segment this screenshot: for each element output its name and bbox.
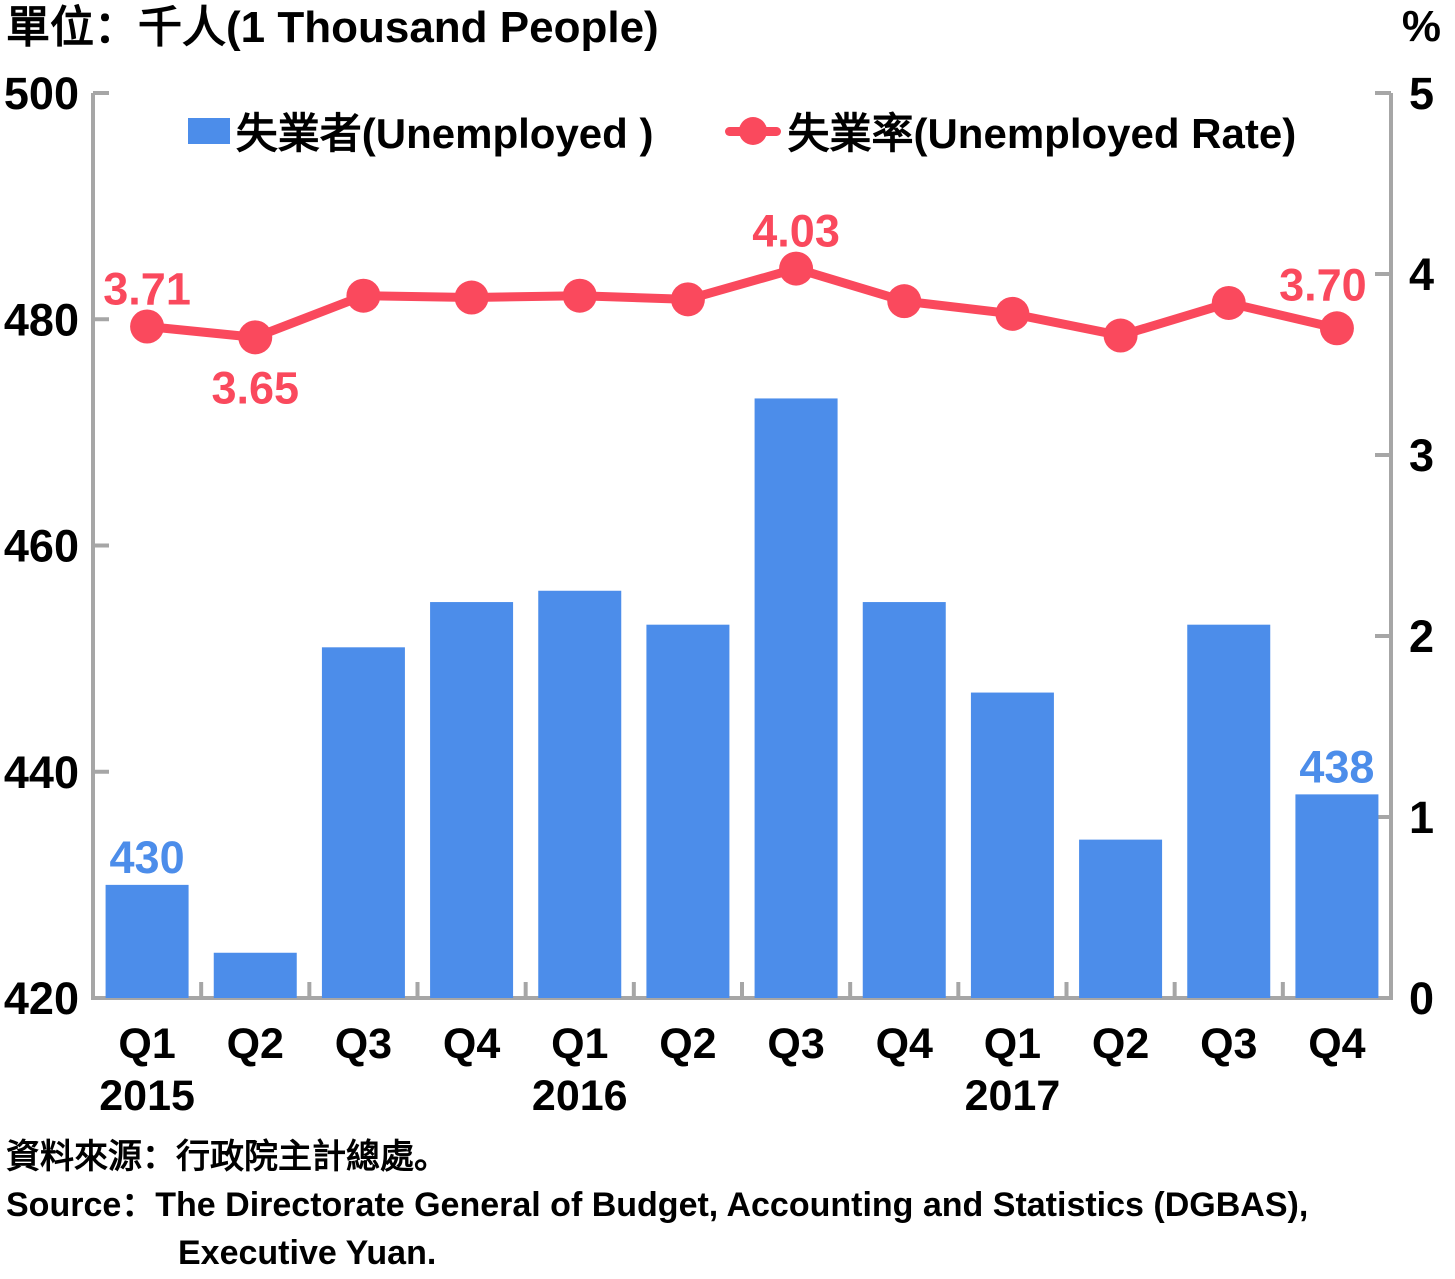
line-dot-icon xyxy=(725,116,782,146)
left-axis-tick-label: 480 xyxy=(4,294,79,345)
unemployed-bar xyxy=(970,692,1054,998)
source-block: 資料來源：行政院主計總處。 Source：The Directorate Gen… xyxy=(6,1133,1308,1277)
x-axis-quarter-label: Q3 xyxy=(767,1020,824,1068)
x-axis-quarter-label: Q1 xyxy=(118,1020,175,1068)
right-axis-tick-label: 1 xyxy=(1409,792,1434,843)
x-axis-year-label: 2017 xyxy=(965,1072,1061,1120)
bar-value-label: 430 xyxy=(110,832,185,883)
unemployed-bar xyxy=(646,624,730,998)
left-axis-unit-title: 單位：千人(1 Thousand People) xyxy=(6,3,659,52)
x-axis-quarter-label: Q4 xyxy=(876,1020,933,1068)
x-axis-year-label: 2016 xyxy=(532,1072,628,1120)
right-axis-unit-label: % xyxy=(1401,2,1441,51)
x-axis-year-label: 2015 xyxy=(99,1072,195,1120)
x-axis-quarter-label: Q4 xyxy=(443,1020,500,1068)
unemployed-rate-point xyxy=(454,280,489,315)
x-axis-quarter-label: Q2 xyxy=(1092,1020,1149,1068)
unemployed-rate-point xyxy=(1319,311,1354,346)
right-axis-tick-label: 5 xyxy=(1409,68,1434,119)
unemployed-bar xyxy=(321,647,405,998)
source-line-en: Source：The Directorate General of Budget… xyxy=(6,1186,1309,1224)
unemployed-bar xyxy=(754,398,838,998)
x-axis-quarter-label: Q1 xyxy=(984,1020,1041,1068)
unemployed-rate-line xyxy=(142,264,1342,342)
right-axis-tick-label: 3 xyxy=(1409,430,1434,481)
unemployed-bar xyxy=(1079,839,1163,998)
unemployed-bar xyxy=(213,952,297,998)
legend-label-unemployed: 失業者(Unemployed ) xyxy=(235,110,654,157)
unemployed-bar xyxy=(1187,624,1271,998)
x-axis-quarter-label: Q2 xyxy=(227,1020,284,1068)
x-axis-quarter-label: Q4 xyxy=(1308,1020,1365,1068)
unemployed-bar xyxy=(538,590,622,998)
x-axis-quarter-label: Q2 xyxy=(659,1020,716,1068)
left-axis-tick-label: 420 xyxy=(4,973,79,1024)
unemployed-bar xyxy=(430,602,514,998)
unemployed-rate-point xyxy=(130,309,165,344)
unemployed-bar xyxy=(862,602,946,998)
rate-value-label: 4.03 xyxy=(752,206,840,257)
left-axis-tick-label: 460 xyxy=(4,521,79,572)
unemployed-rate-point xyxy=(887,284,922,319)
unemployed-rate-point xyxy=(1103,318,1138,353)
bar-value-label: 438 xyxy=(1299,741,1374,792)
unemployed-rate-point xyxy=(779,251,814,286)
unemployed-rate-point xyxy=(238,320,273,355)
rate-value-label: 3.71 xyxy=(103,263,191,314)
unemployed-bar xyxy=(1295,794,1379,998)
unemployed-rate-point xyxy=(562,278,597,313)
legend-item-unemployed: 失業者(Unemployed ) xyxy=(187,100,654,161)
right-axis-tick-label: 2 xyxy=(1409,611,1434,662)
x-axis-quarter-label: Q1 xyxy=(551,1020,608,1068)
unemployed-bar xyxy=(105,884,189,998)
unemployed-rate-point xyxy=(670,282,705,317)
rate-value-label: 3.65 xyxy=(211,362,299,413)
legend-label-unemployed-rate: 失業率(Unemployed Rate) xyxy=(787,110,1297,157)
unemployed-rate-point xyxy=(995,296,1030,331)
source-line-en-cont: Executive Yuan. xyxy=(178,1234,437,1272)
bar-swatch-icon xyxy=(187,117,230,144)
left-axis-tick-label: 440 xyxy=(4,747,79,798)
legend-item-unemployed-rate: 失業率(Unemployed Rate) xyxy=(725,100,1296,161)
unemployed-rate-point xyxy=(346,278,381,313)
x-axis-quarter-label: Q3 xyxy=(335,1020,392,1068)
source-line-zh: 資料來源：行政院主計總處。 xyxy=(6,1138,448,1176)
rate-value-label: 3.70 xyxy=(1279,259,1367,310)
right-axis-tick-label: 4 xyxy=(1409,249,1434,300)
chart-legend: 失業者(Unemployed ) 失業率(Unemployed Rate) xyxy=(93,100,1391,161)
right-axis-tick-label: 0 xyxy=(1409,973,1434,1024)
legend-line-dot xyxy=(739,116,768,145)
x-axis-quarter-label: Q3 xyxy=(1200,1020,1257,1068)
left-axis-tick-label: 500 xyxy=(4,68,79,119)
unemployed-rate-point xyxy=(1211,285,1246,320)
